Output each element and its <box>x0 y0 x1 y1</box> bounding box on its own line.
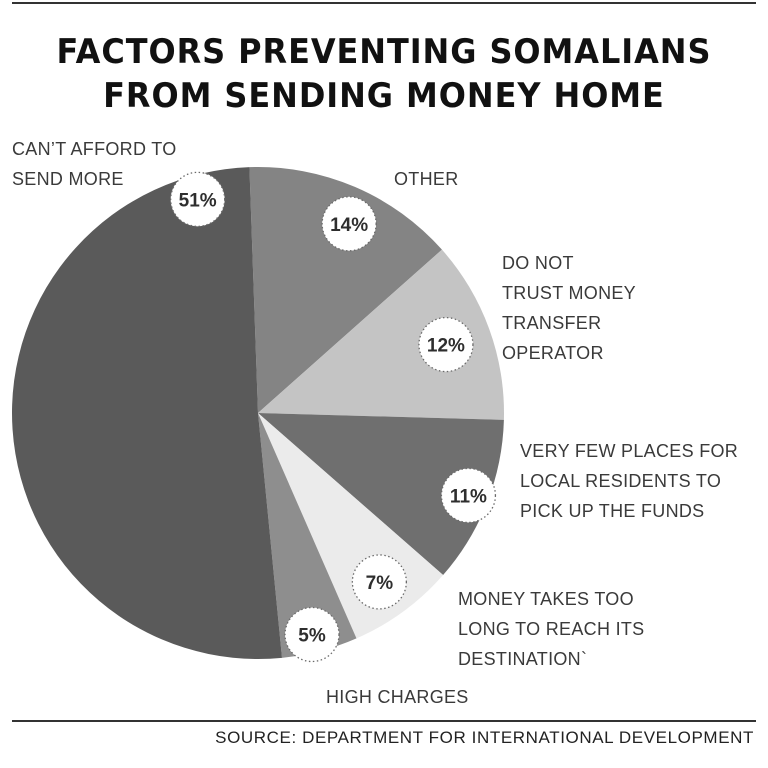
pct-label: 12% <box>427 336 465 357</box>
slice-label-too-long: MONEY TAKES TOO LONG TO REACH ITS DESTIN… <box>458 589 645 669</box>
pct-label: 5% <box>298 626 326 647</box>
slice-label-do-not-trust: DO NOT TRUST MONEY TRANSFER OPERATOR <box>502 253 636 363</box>
pie-slice-do-not-trust <box>258 249 504 420</box>
pct-badge-too-long: 7% <box>351 554 408 610</box>
slice-label-other: OTHER <box>394 169 459 189</box>
bottom-rule <box>12 720 756 722</box>
pct-badge-circle <box>284 606 340 663</box>
pct-badge-high-charges: 5% <box>284 606 340 663</box>
slice-label-cant-afford: CAN’T AFFORD TO SEND MORE <box>12 139 177 189</box>
pct-badge-circle <box>351 554 408 610</box>
source-note: SOURCE: DEPARTMENT FOR INTERNATIONAL DEV… <box>215 728 754 747</box>
pct-badge-circle <box>170 171 226 228</box>
pct-badge-few-places: 11% <box>440 467 497 524</box>
slice-label-few-places: VERY FEW PLACES FOR LOCAL RESIDENTS TO P… <box>520 441 739 521</box>
top-rule <box>12 2 756 4</box>
pct-label: 14% <box>330 215 368 236</box>
pct-label: 11% <box>450 486 487 507</box>
chart-title: FACTORS PREVENTING SOMALIANS FROM SENDIN… <box>23 30 745 118</box>
pct-badge-cant-afford: 51% <box>170 171 226 228</box>
pie-slice-few-places <box>258 413 504 576</box>
pct-badge-circle <box>321 196 377 252</box>
pie-slice-high-charges <box>258 413 357 658</box>
pct-badge-circle <box>440 467 497 524</box>
pct-label: 51% <box>179 190 217 211</box>
pct-badge-circle <box>418 316 474 373</box>
pie-slice-other <box>249 167 442 413</box>
title-line-2: FROM SENDING MONEY HOME <box>103 76 665 116</box>
pct-badge-do-not-trust: 12% <box>418 316 474 373</box>
pct-badge-other: 14% <box>321 196 377 252</box>
pie-slice-cant-afford <box>11 167 283 660</box>
title-line-1: FACTORS PREVENTING SOMALIANS <box>56 32 712 72</box>
slice-label-high-charges: HIGH CHARGES <box>326 687 469 707</box>
pct-label: 7% <box>366 573 394 594</box>
